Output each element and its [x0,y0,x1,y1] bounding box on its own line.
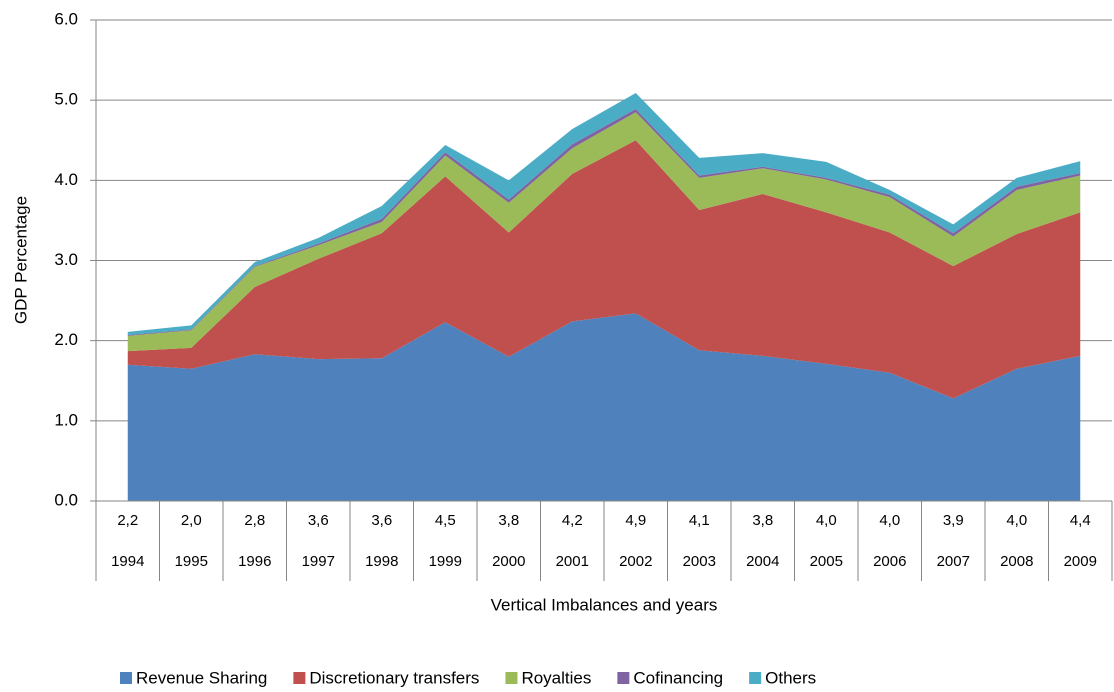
x-tick-label: 2001 [556,553,589,570]
legend-swatch [293,672,306,684]
legend-label: Royalties [521,668,591,687]
x-tick-label: 2009 [1064,553,1097,570]
imbalance-label: 4,4 [1070,512,1091,529]
x-tick-label: 1998 [365,553,398,570]
imbalance-label: 3,6 [371,512,392,529]
imbalance-label: 4,0 [1006,512,1027,529]
x-tick-label: 2005 [810,553,843,570]
y-axis-title: GDP Percentage [11,196,30,324]
x-tick-label: 1997 [302,553,335,570]
area [127,112,1081,352]
x-tick-label: 2003 [683,553,716,570]
legend-label: Revenue Sharing [136,668,267,687]
legend-swatch [120,672,132,684]
imbalance-label: 3,8 [498,512,519,529]
imbalance-label: 4,9 [625,512,646,529]
y-tick-label: 1.0 [54,410,78,429]
legend-swatch [505,672,518,684]
y-tick-label: 5.0 [54,90,78,109]
x-tick-label: 2007 [937,553,970,570]
imbalance-label: 4,2 [562,512,583,529]
imbalance-label: 4,5 [435,512,456,529]
area [127,313,1081,501]
x-tick-label: 2004 [746,553,779,570]
x-tick-label: 1999 [429,553,462,570]
x-tick-label: 1995 [175,553,208,570]
y-tick-label: 3.0 [54,250,78,269]
legend-label: Discretionary transfers [309,668,479,687]
y-tick-label: 6.0 [54,9,78,28]
x-axis-title: Vertical Imbalances and years [491,595,718,614]
imbalance-label: 4,0 [816,512,837,529]
y-tick-label: 2.0 [54,330,78,349]
imbalance-label: 4,0 [879,512,900,529]
x-tick-label: 1994 [111,553,144,570]
x-tick-label: 2002 [619,553,652,570]
area [127,140,1081,399]
legend-label: Cofinancing [633,668,723,687]
x-tick-label: 2000 [492,553,525,570]
legend-label: Others [765,668,816,687]
imbalance-label: 2,0 [181,512,202,529]
x-tick-label: 2008 [1000,553,1033,570]
imbalance-label: 3,6 [308,512,329,529]
imbalance-label: 2,2 [117,512,138,529]
imbalance-label: 3,9 [943,512,964,529]
imbalance-label: 3,8 [752,512,773,529]
legend-swatch [749,672,762,684]
imbalance-label: 4,1 [689,512,710,529]
legend-swatch [617,672,630,684]
x-tick-label: 2006 [873,553,906,570]
y-tick-label: 0.0 [54,490,78,509]
x-tick-label: 1996 [238,553,271,570]
imbalance-label: 2,8 [244,512,265,529]
y-tick-label: 4.0 [54,170,78,189]
